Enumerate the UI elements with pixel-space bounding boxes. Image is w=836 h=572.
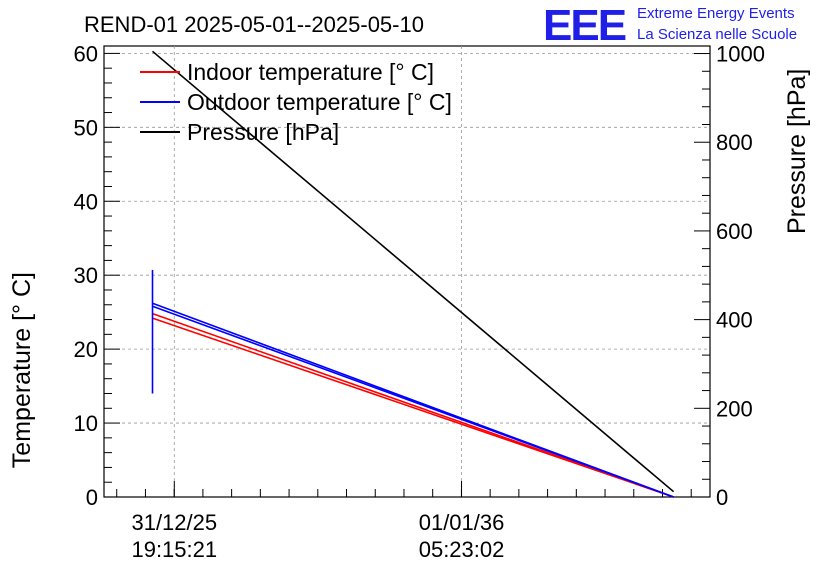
x-tick-date: 31/12/25 — [131, 510, 217, 535]
series-indoor — [152, 312, 674, 498]
plot-frame — [103, 45, 711, 498]
chart-title: REND-01 2025-05-01--2025-05-10 — [84, 12, 424, 37]
legend-label: Pressure [hPa] — [187, 119, 339, 145]
y2-tick-label: 200 — [716, 396, 753, 421]
y-tick-label: 60 — [74, 41, 98, 66]
y2-axis-label: Pressure [hPa] — [783, 69, 811, 234]
eee-logo: EEE Extreme Energy Events La Scienza nel… — [543, 1, 797, 50]
y-tick-label: 30 — [74, 263, 98, 288]
x-tick-date: 01/01/36 — [419, 510, 505, 535]
y-tick-label: 20 — [74, 337, 98, 362]
logo-letters: EEE — [543, 1, 626, 50]
y2-tick-label: 800 — [716, 130, 753, 155]
grid — [104, 46, 710, 497]
x-tick-time: 19:15:21 — [131, 537, 217, 562]
series-pressure — [151, 50, 675, 493]
legend-label: Indoor temperature [° C] — [187, 59, 434, 85]
y2-tick-label: 400 — [716, 308, 753, 333]
y-axis-label: Temperature [° C] — [8, 272, 36, 468]
logo-line-2: La Scienza nelle Scuole — [637, 26, 797, 43]
y2-tick-label: 0 — [716, 485, 728, 510]
series-group — [151, 50, 675, 498]
left-axis: 0 10 20 30 40 50 60 — [74, 41, 120, 510]
y-tick-label: 10 — [74, 411, 98, 436]
y-tick-label: 40 — [74, 189, 98, 214]
legend: Indoor temperature [° C] Outdoor temperat… — [140, 59, 452, 145]
y-tick-label: 0 — [86, 485, 98, 510]
series-outdoor — [151, 270, 674, 498]
legend-label: Outdoor temperature [° C] — [187, 89, 452, 115]
series-line — [152, 317, 674, 498]
series-line — [152, 305, 674, 498]
right-axis: 0 200 400 600 800 1000 — [694, 42, 765, 510]
y-tick-label: 50 — [74, 115, 98, 140]
y2-tick-label: 600 — [716, 219, 753, 244]
logo-line-1: Extreme Energy Events — [637, 5, 795, 22]
y2-tick-label: 1000 — [716, 42, 765, 67]
series-line — [151, 50, 675, 493]
x-tick-time: 05:23:02 — [419, 537, 505, 562]
